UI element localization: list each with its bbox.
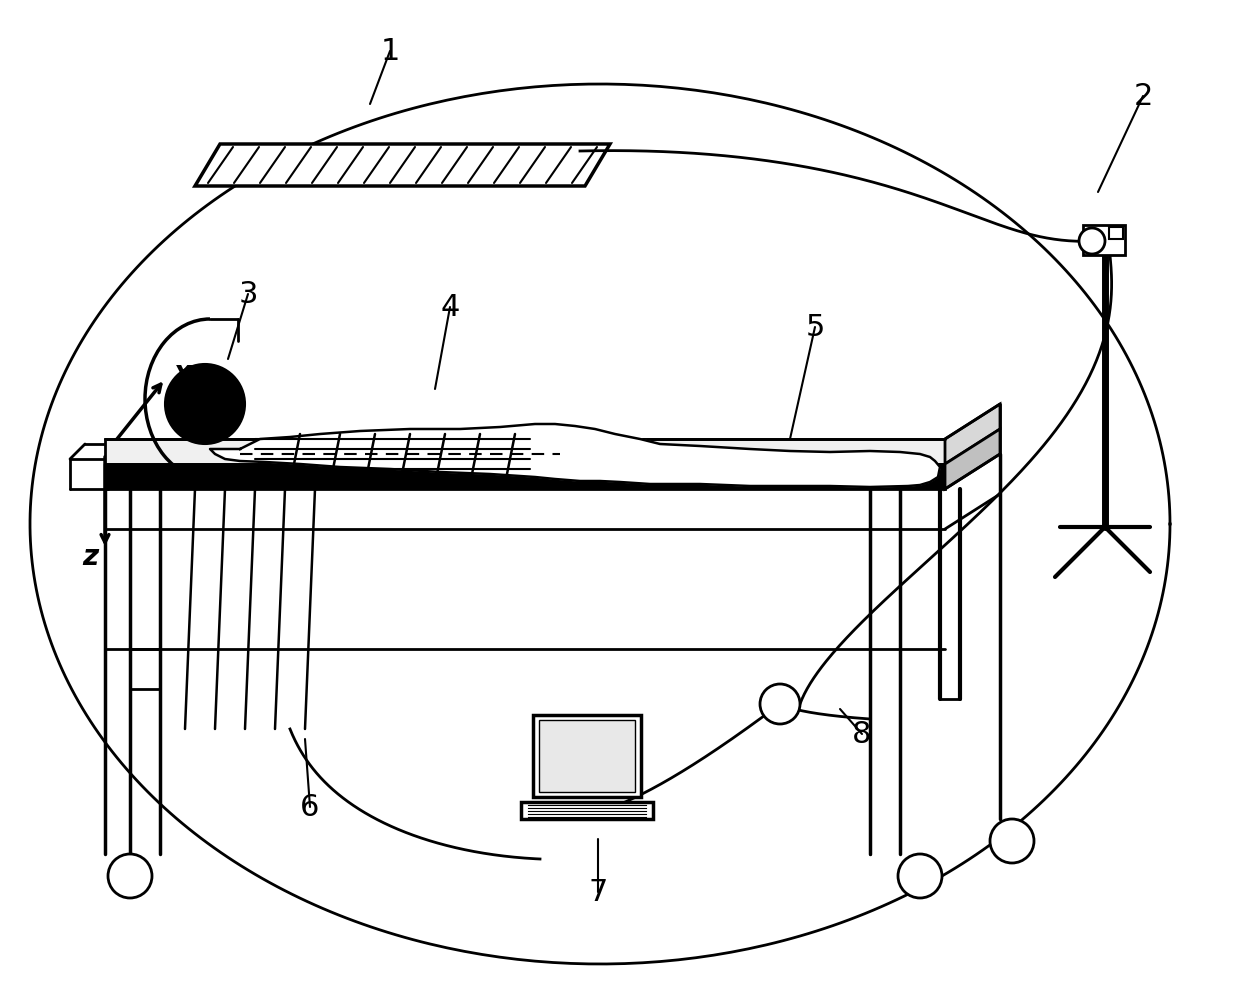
- Circle shape: [898, 854, 942, 899]
- Polygon shape: [533, 716, 641, 797]
- Text: 7: 7: [588, 878, 608, 907]
- Circle shape: [760, 684, 800, 725]
- Polygon shape: [105, 464, 945, 489]
- Polygon shape: [945, 429, 999, 489]
- Circle shape: [108, 854, 153, 899]
- Polygon shape: [521, 802, 653, 819]
- Polygon shape: [1109, 228, 1123, 240]
- Circle shape: [990, 819, 1034, 863]
- Polygon shape: [945, 405, 999, 464]
- Text: 3: 3: [238, 280, 258, 309]
- Text: 8: 8: [852, 720, 872, 748]
- Polygon shape: [210, 424, 940, 487]
- Text: 5: 5: [805, 313, 825, 342]
- Text: 6: 6: [300, 792, 320, 822]
- Text: z: z: [82, 543, 98, 571]
- Circle shape: [1079, 229, 1105, 254]
- Circle shape: [165, 365, 246, 444]
- Polygon shape: [945, 405, 999, 439]
- Polygon shape: [539, 721, 635, 792]
- Polygon shape: [105, 439, 945, 464]
- Text: 2: 2: [1133, 83, 1153, 111]
- Text: 4: 4: [440, 293, 460, 322]
- Text: 1: 1: [381, 38, 399, 67]
- Text: x: x: [174, 359, 191, 387]
- Polygon shape: [195, 145, 610, 187]
- Polygon shape: [1083, 226, 1125, 255]
- Text: y: y: [203, 440, 221, 468]
